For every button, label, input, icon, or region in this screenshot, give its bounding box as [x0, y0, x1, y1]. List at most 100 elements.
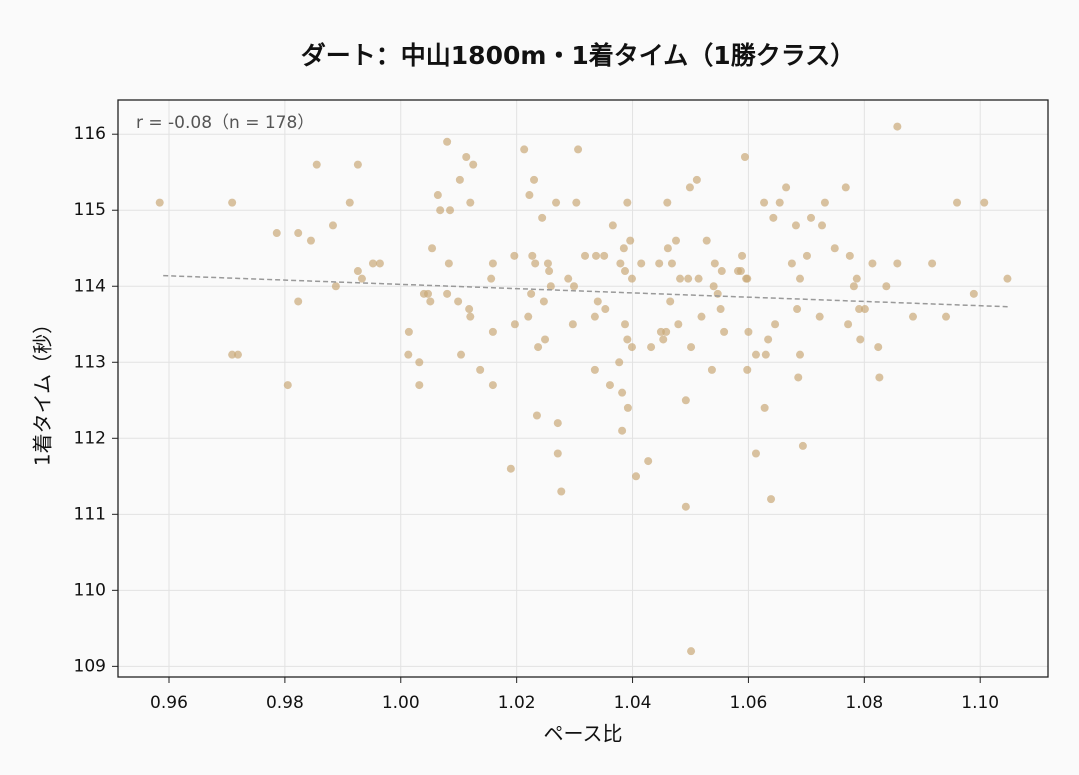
point	[283, 381, 292, 390]
point	[874, 343, 883, 352]
y-tick-label: 113	[74, 352, 106, 372]
point	[581, 251, 590, 260]
point	[375, 259, 384, 268]
point	[466, 312, 475, 321]
point	[849, 282, 858, 291]
point	[312, 160, 321, 169]
point	[590, 365, 599, 374]
point	[681, 502, 690, 511]
point	[908, 312, 917, 321]
point	[404, 350, 413, 359]
point	[415, 358, 424, 367]
point	[621, 267, 630, 276]
point	[506, 464, 515, 473]
point	[520, 145, 529, 154]
point	[455, 175, 464, 184]
point	[710, 259, 719, 268]
point	[618, 426, 627, 435]
point	[841, 183, 850, 192]
point	[707, 365, 716, 374]
point	[368, 259, 377, 268]
point	[787, 259, 796, 268]
point	[760, 403, 769, 412]
point	[488, 259, 497, 268]
point	[818, 221, 827, 230]
point	[820, 198, 829, 207]
point	[667, 259, 676, 268]
point	[272, 229, 281, 238]
point	[791, 221, 800, 230]
y-tick-label: 109	[74, 656, 106, 676]
y-tick-label: 116	[74, 124, 106, 144]
point	[541, 335, 550, 344]
point	[798, 441, 807, 450]
point	[564, 274, 573, 283]
point	[618, 388, 627, 397]
point	[465, 305, 474, 314]
point	[621, 320, 630, 329]
point	[616, 259, 625, 268]
point	[466, 198, 475, 207]
point	[802, 251, 811, 260]
x-axis-label: ペース比	[544, 722, 623, 746]
point	[751, 449, 760, 458]
point	[623, 335, 632, 344]
point	[942, 312, 951, 321]
point	[524, 312, 533, 321]
point	[592, 251, 601, 260]
point	[744, 327, 753, 336]
point	[462, 153, 471, 162]
y-tick-label: 112	[74, 428, 106, 448]
point	[457, 350, 466, 359]
point	[345, 198, 354, 207]
point	[717, 267, 726, 276]
x-tick-label: 1.02	[498, 693, 536, 713]
point	[572, 198, 581, 207]
point	[353, 267, 362, 276]
point	[543, 259, 552, 268]
point	[443, 289, 452, 298]
point	[852, 274, 861, 283]
y-tick-label: 114	[74, 276, 106, 296]
point	[623, 403, 632, 412]
point	[743, 365, 752, 374]
point	[443, 137, 452, 146]
x-tick-label: 1.10	[961, 693, 999, 713]
point	[782, 183, 791, 192]
point	[685, 183, 694, 192]
x-tick-label: 1.06	[730, 693, 768, 713]
point	[404, 327, 413, 336]
point	[233, 350, 242, 359]
point	[331, 282, 340, 291]
point	[815, 312, 824, 321]
point	[488, 327, 497, 336]
point	[476, 365, 485, 374]
point	[845, 251, 854, 260]
y-tick-label: 111	[74, 504, 106, 524]
point	[855, 305, 864, 314]
point	[637, 259, 646, 268]
point	[687, 647, 696, 656]
point	[433, 191, 442, 200]
trend-line	[163, 274, 1010, 308]
point	[552, 198, 561, 207]
point	[844, 320, 853, 329]
point	[546, 282, 555, 291]
point	[525, 191, 534, 200]
point	[775, 198, 784, 207]
point	[736, 267, 745, 276]
y-axis-label: 1着タイム（秒）	[31, 314, 55, 466]
point	[570, 282, 579, 291]
point	[454, 297, 463, 306]
point	[655, 259, 664, 268]
point	[771, 320, 780, 329]
point	[488, 381, 497, 390]
point	[751, 350, 760, 359]
point	[769, 213, 778, 222]
point	[446, 206, 455, 215]
x-tick-label: 0.96	[150, 693, 188, 713]
point	[807, 213, 816, 222]
point	[684, 274, 693, 283]
point	[692, 175, 701, 184]
point	[627, 274, 636, 283]
